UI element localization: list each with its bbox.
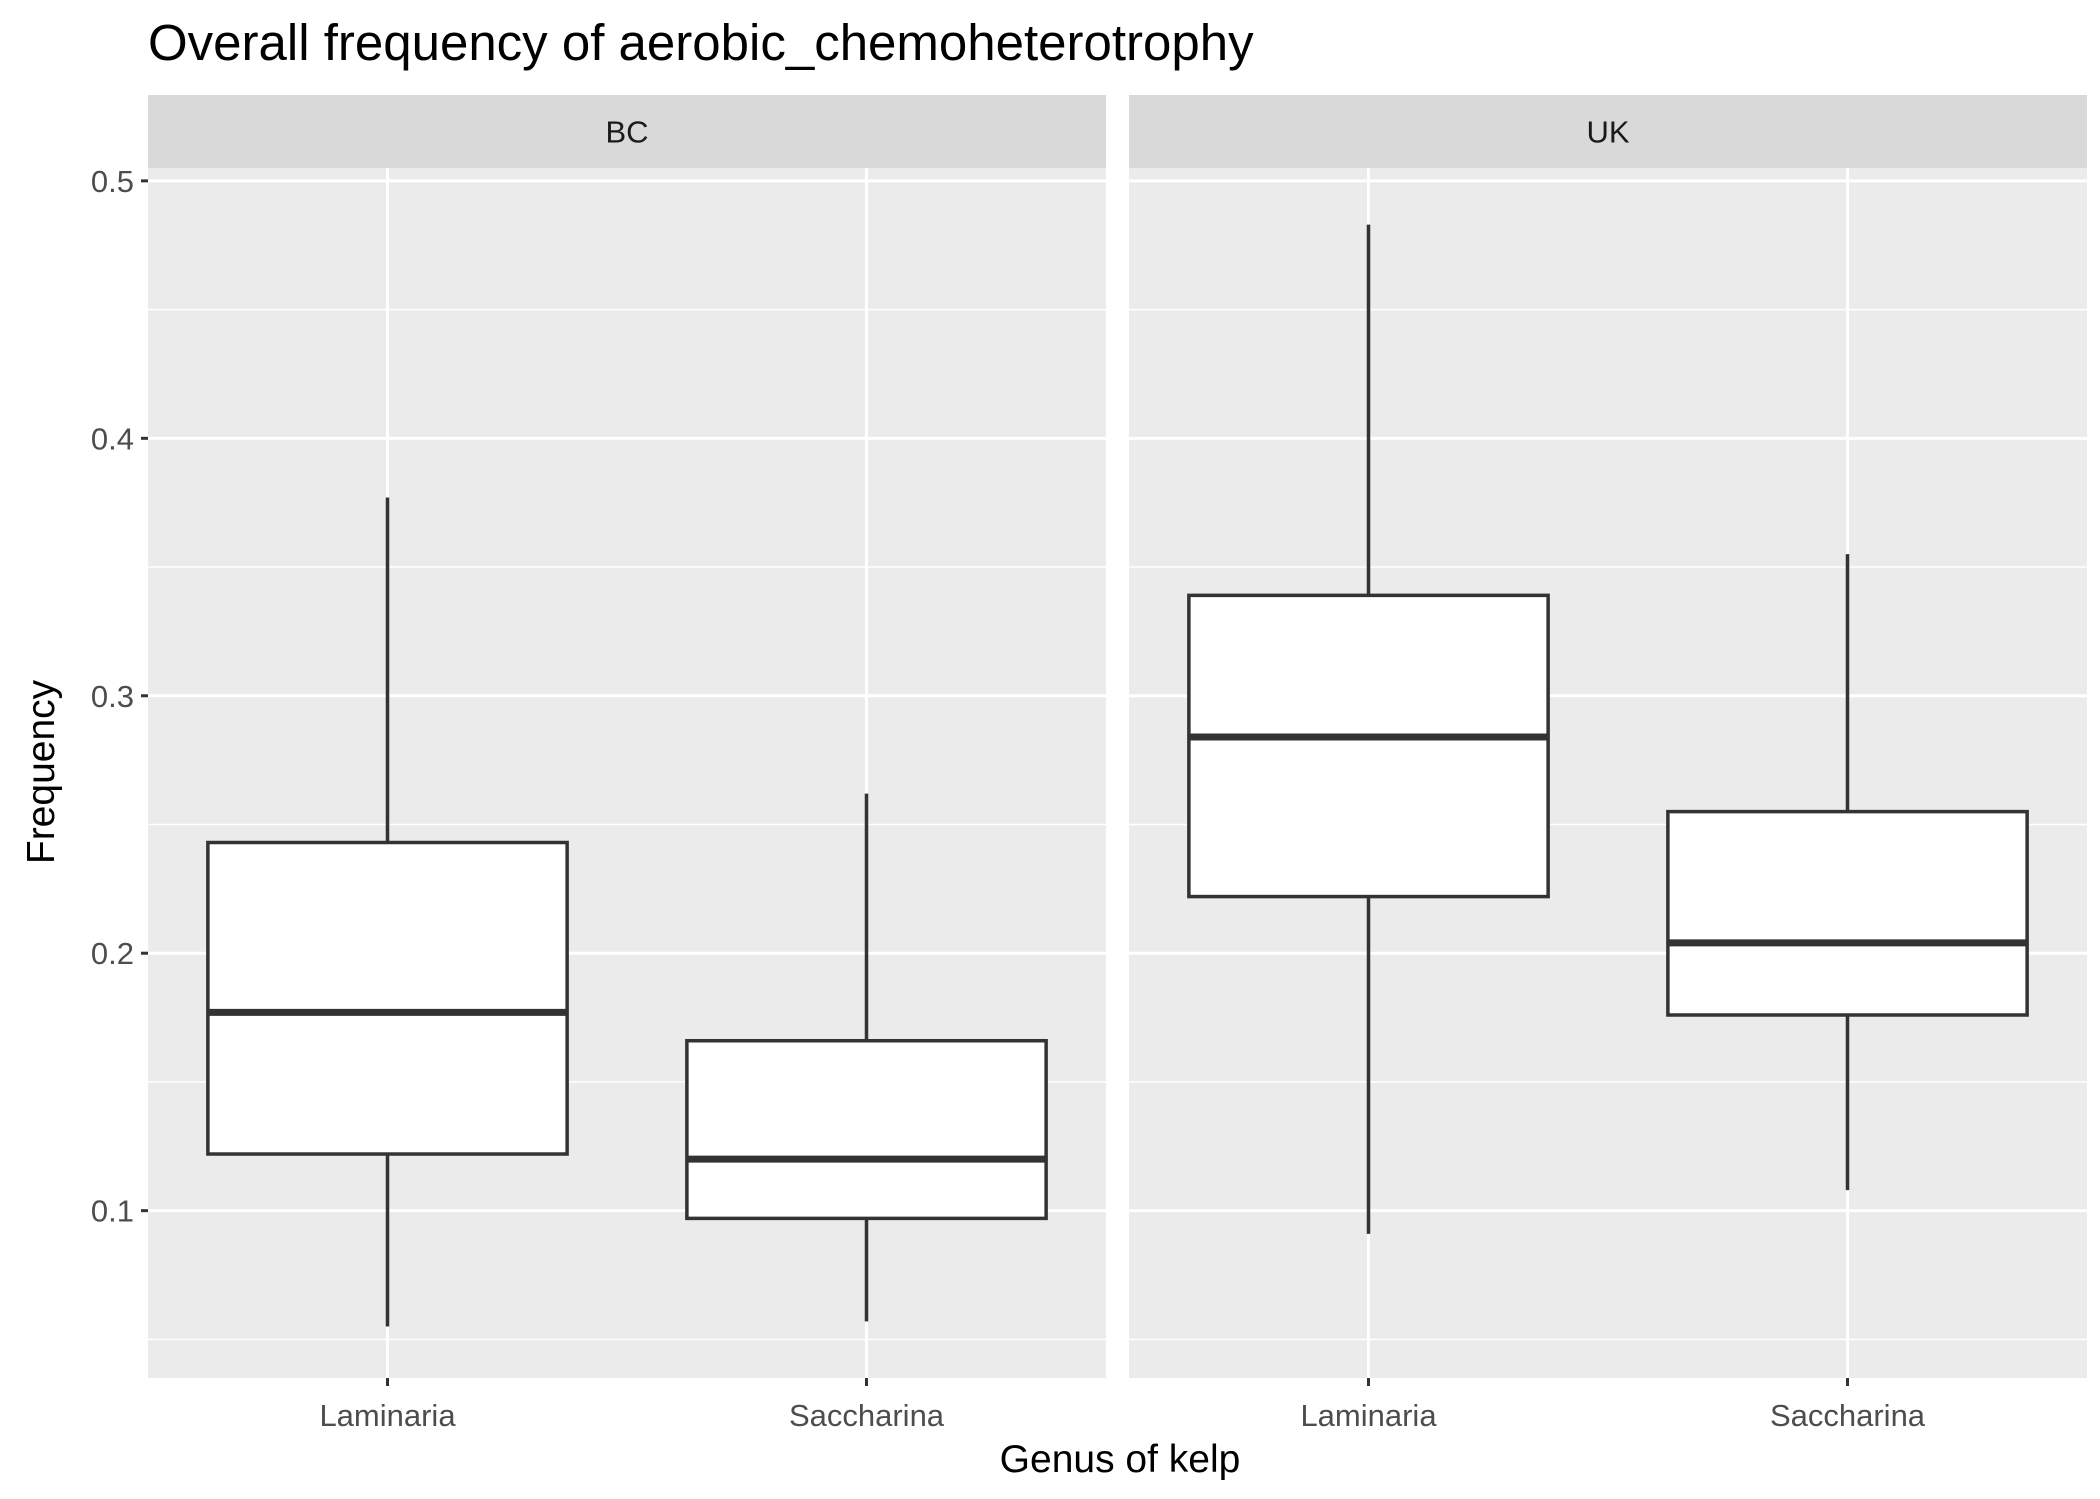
chart-title: Overall frequency of aerobic_chemohetero… bbox=[148, 14, 1254, 71]
x-tick-label: Laminaria bbox=[1300, 1398, 1437, 1433]
boxplot-saccharina bbox=[685, 793, 1048, 1322]
y-tick-label: 0.4 bbox=[91, 421, 134, 456]
y-tick-label: 0.1 bbox=[91, 1194, 134, 1229]
boxplot-saccharina bbox=[1666, 554, 2029, 1191]
x-axis-title: Genus of kelp bbox=[1000, 1438, 1241, 1481]
facet-panels: BC Laminaria Saccharina UK Laminaria Sacchari… bbox=[148, 95, 2087, 1433]
y-tick-label: 0.2 bbox=[91, 936, 134, 971]
y-axis-title: Frequency bbox=[20, 679, 63, 864]
facet-strip-label: UK bbox=[1586, 115, 1629, 150]
box-iqr bbox=[1187, 593, 1550, 899]
facet-panel-uk: UK Laminaria Saccharina bbox=[1129, 95, 2087, 1433]
boxplot-laminaria bbox=[1187, 224, 1550, 1234]
y-axis: 0.1 0.2 0.3 0.4 0.5 bbox=[91, 164, 148, 1229]
facet-panel-bc: BC Laminaria Saccharina bbox=[148, 95, 1106, 1433]
y-tick-label: 0.5 bbox=[91, 164, 134, 199]
boxplot-laminaria bbox=[206, 497, 569, 1327]
y-tick-label: 0.3 bbox=[91, 679, 134, 714]
facet-strip-label: BC bbox=[605, 115, 648, 150]
box-iqr bbox=[1666, 809, 2029, 1017]
facet-strip bbox=[1129, 95, 2087, 168]
box-iqr bbox=[685, 1038, 1048, 1221]
x-tick-label: Saccharina bbox=[1770, 1398, 1926, 1433]
facet-strip bbox=[148, 95, 1106, 168]
x-tick-label: Laminaria bbox=[319, 1398, 456, 1433]
x-tick-label: Saccharina bbox=[789, 1398, 945, 1433]
box-iqr bbox=[206, 840, 569, 1156]
